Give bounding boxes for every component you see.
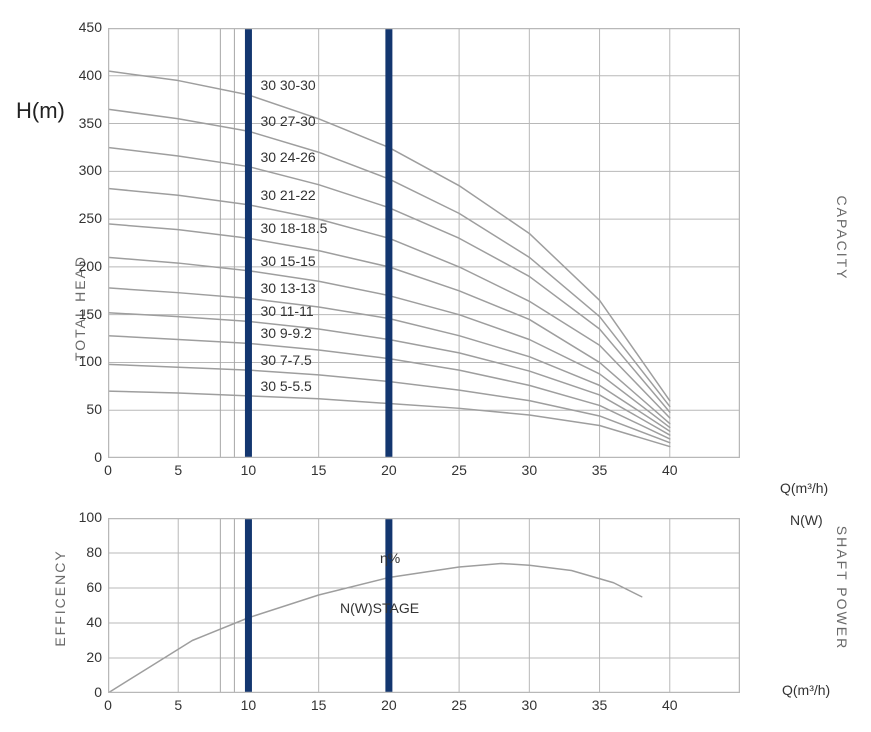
x-tick: 10 [238, 462, 258, 478]
series-label: 30 18-18.5 [260, 220, 327, 236]
x-tick: 40 [660, 462, 680, 478]
x-tick: 10 [238, 697, 258, 713]
page: H(m) TOTAL HEAD CAPACITY Q-H Q(m³/h) EFF… [0, 0, 871, 732]
x-tick: 20 [379, 697, 399, 713]
qh-chart [108, 28, 740, 458]
x-tick: 5 [168, 697, 188, 713]
axis-label-capacity: CAPACITY [834, 168, 850, 308]
series-label: 30 24-26 [260, 149, 315, 165]
y-tick: 250 [66, 210, 102, 226]
series-label: 30 11-11 [260, 303, 313, 319]
axis-label-shaft-power: SHAFT POWER [834, 508, 850, 668]
y-tick: 100 [66, 509, 102, 525]
y-tick: 50 [66, 401, 102, 417]
y-tick: 60 [66, 579, 102, 595]
y-tick: 150 [66, 306, 102, 322]
x-tick: 25 [449, 697, 469, 713]
x-tick: 15 [309, 697, 329, 713]
x-tick: 5 [168, 462, 188, 478]
series-label: 30 9-9.2 [260, 325, 311, 341]
y-tick: 20 [66, 649, 102, 665]
series-label: 30 27-30 [260, 113, 315, 129]
x-tick: 15 [309, 462, 329, 478]
y-tick: 80 [66, 544, 102, 560]
series-label: 30 5-5.5 [260, 378, 311, 394]
right-label-nw: N(W) [790, 512, 823, 528]
y-tick: 0 [66, 684, 102, 700]
y-tick: 350 [66, 115, 102, 131]
x-tick: 30 [519, 462, 539, 478]
x-tick: 30 [519, 697, 539, 713]
series-label: 30 7-7.5 [260, 352, 311, 368]
x-tick: 20 [379, 462, 399, 478]
x-tick: 25 [449, 462, 469, 478]
y-tick: 0 [66, 449, 102, 465]
series-label: 30 15-15 [260, 253, 315, 269]
y-tick: 400 [66, 67, 102, 83]
x-tick: 35 [590, 697, 610, 713]
series-label: 30 21-22 [260, 187, 315, 203]
y-tick: 100 [66, 353, 102, 369]
y-tick: 300 [66, 162, 102, 178]
efficiency-chart [108, 518, 740, 693]
series-label: 30 30-30 [260, 77, 315, 93]
right-label-q: Q(m³/h) [782, 682, 830, 698]
y-tick: 40 [66, 614, 102, 630]
y-tick: 450 [66, 19, 102, 35]
x-axis-label-top: Q(m³/h) [780, 480, 828, 496]
axis-label-h-m: H(m) [16, 98, 65, 124]
nw-stage-label: N(W)STAGE [340, 600, 419, 616]
y-tick: 200 [66, 258, 102, 274]
x-tick: 40 [660, 697, 680, 713]
eta-percent-label: η% [380, 550, 400, 566]
series-label: 30 13-13 [260, 280, 315, 296]
x-tick: 35 [590, 462, 610, 478]
